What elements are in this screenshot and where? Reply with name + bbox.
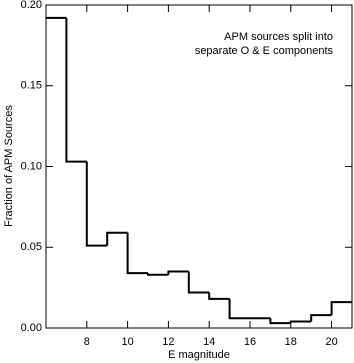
x-tick-label: 20: [325, 336, 337, 348]
x-tick-label: 18: [285, 336, 297, 348]
histogram-step: [208, 292, 230, 300]
histogram-step: [228, 298, 250, 320]
x-tick-label: 8: [84, 336, 90, 348]
histogram-step: [167, 270, 189, 275]
y-tick-label: 0.05: [21, 241, 42, 253]
histogram-step: [269, 318, 291, 325]
x-axis-label: E magnitude: [168, 349, 230, 361]
histogram-step: [126, 232, 148, 275]
histogram-step: [106, 231, 128, 246]
histogram-step: [310, 314, 332, 322]
y-tick-label: 0.15: [21, 80, 42, 92]
histogram-step: [65, 17, 87, 163]
x-tick-label: 12: [162, 336, 174, 348]
annotation: APM sources split into: [224, 31, 333, 43]
x-tick-label: 10: [121, 336, 133, 348]
histogram-step: [289, 320, 312, 324]
histogram-step: [85, 161, 108, 247]
histogram-step: [147, 273, 169, 276]
x-tick-label: 14: [203, 336, 215, 348]
histogram-step: [187, 271, 210, 294]
y-tick-label: 0.20: [21, 0, 42, 11]
x-tick-label: 16: [244, 336, 256, 348]
histogram-step: [330, 301, 352, 316]
y-tick-label: 0.10: [21, 160, 42, 172]
annotation: separate O & E components: [195, 45, 334, 57]
y-axis-label: Fraction of APM Sources: [3, 105, 15, 227]
y-tick-label: 0.00: [21, 322, 42, 334]
